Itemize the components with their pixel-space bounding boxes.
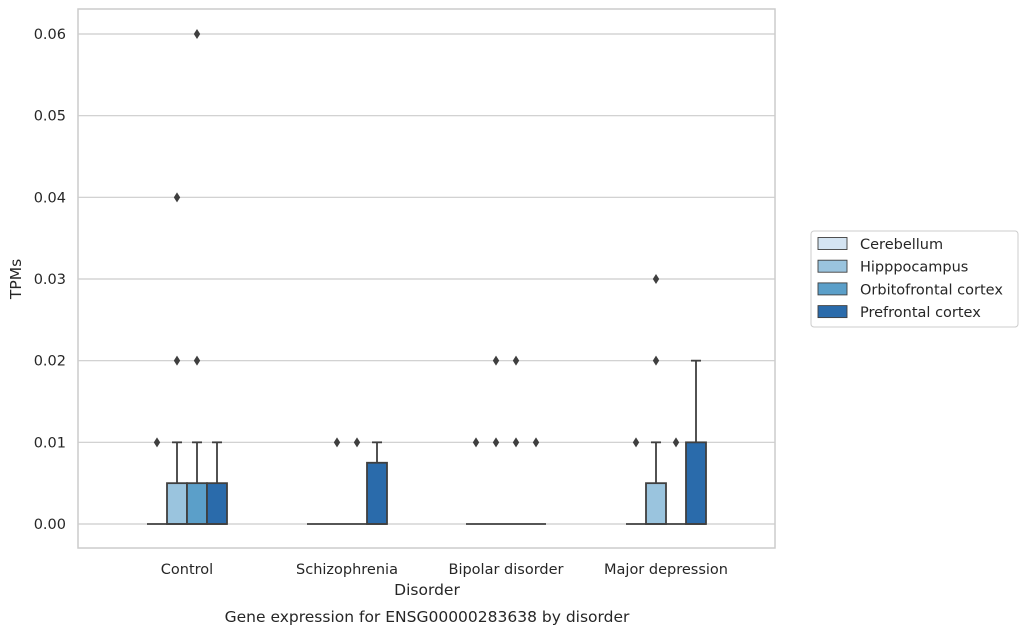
legend-swatch	[817, 305, 848, 319]
y-tick-label: 0.03	[34, 272, 66, 288]
box-body	[166, 482, 188, 525]
box-1-1	[327, 437, 347, 525]
x-tick-label: Schizophrenia	[296, 562, 398, 578]
outlier-point	[652, 355, 660, 366]
box-3-2	[526, 437, 546, 525]
y-tick-label: 0.04	[34, 190, 66, 206]
y-tick-label: 0.02	[34, 354, 66, 370]
box-3-1	[366, 441, 388, 525]
y-tick-label: 0.06	[34, 27, 66, 43]
chart-caption: Gene expression for ENSG00000283638 by d…	[225, 608, 630, 626]
x-axis-ticks: Control Schizophrenia Bipolar disorder Majo…	[161, 562, 728, 578]
legend-label: Orbitofrontal cortex	[860, 282, 1003, 298]
outlier-point	[333, 437, 341, 448]
legend-frame	[810, 230, 1019, 328]
box-2-0	[186, 29, 208, 525]
box-0-0	[147, 437, 167, 525]
box-body	[645, 482, 667, 525]
outlier-point	[353, 437, 361, 448]
outlier-point	[652, 274, 660, 284]
y-axis-label: TPMs	[7, 259, 25, 300]
box-body	[685, 441, 707, 525]
legend: Cerebellum Hipppocampus Orbitofrontal cort…	[810, 230, 1019, 328]
box-body	[366, 461, 388, 525]
boxes	[147, 29, 707, 525]
outlier-point	[193, 355, 201, 366]
legend-label: Cerebellum	[860, 237, 943, 253]
y-tick-label: 0.01	[34, 435, 66, 451]
outlier-point	[532, 437, 540, 448]
box-3-3	[685, 359, 707, 525]
box-body	[186, 482, 208, 525]
x-tick-label: Control	[161, 562, 213, 578]
x-tick-label: Bipolar disorder	[449, 562, 564, 578]
legend-swatch	[817, 237, 848, 250]
grid-lines	[78, 33, 775, 525]
legend-label: Hipppocampus	[860, 260, 968, 276]
outlier-point	[672, 437, 680, 448]
outlier-point	[492, 437, 500, 448]
x-axis-label: Disorder	[394, 581, 460, 599]
legend-swatch	[817, 259, 848, 273]
outlier-point	[193, 29, 201, 39]
y-axis-ticks: 0.00 0.01 0.02 0.03 0.04 0.05 0.06	[34, 27, 66, 533]
outlier-point	[173, 192, 181, 203]
legend-label: Prefrontal cortex	[860, 305, 981, 321]
box-2-3	[666, 437, 686, 525]
y-tick-label: 0.00	[34, 517, 66, 533]
box-1-0	[166, 192, 188, 525]
outlier-point	[173, 355, 181, 366]
outlier-point	[632, 437, 640, 448]
box-1-2	[486, 355, 506, 525]
plot-area-frame	[77, 8, 776, 549]
legend-swatch	[817, 282, 848, 296]
outlier-point	[472, 437, 480, 448]
box-2-1	[347, 437, 367, 525]
outlier-point	[512, 355, 520, 366]
outlier-point	[512, 437, 520, 448]
box-0-3	[626, 437, 646, 525]
outlier-point	[492, 355, 500, 366]
box-2-2	[506, 355, 526, 525]
box-0-2	[466, 437, 486, 525]
outlier-point	[153, 437, 161, 448]
y-tick-label: 0.05	[34, 109, 66, 125]
box-body	[206, 482, 228, 525]
box-3-0	[206, 441, 228, 525]
x-tick-label: Major depression	[604, 562, 728, 578]
box-1-3	[645, 274, 667, 525]
